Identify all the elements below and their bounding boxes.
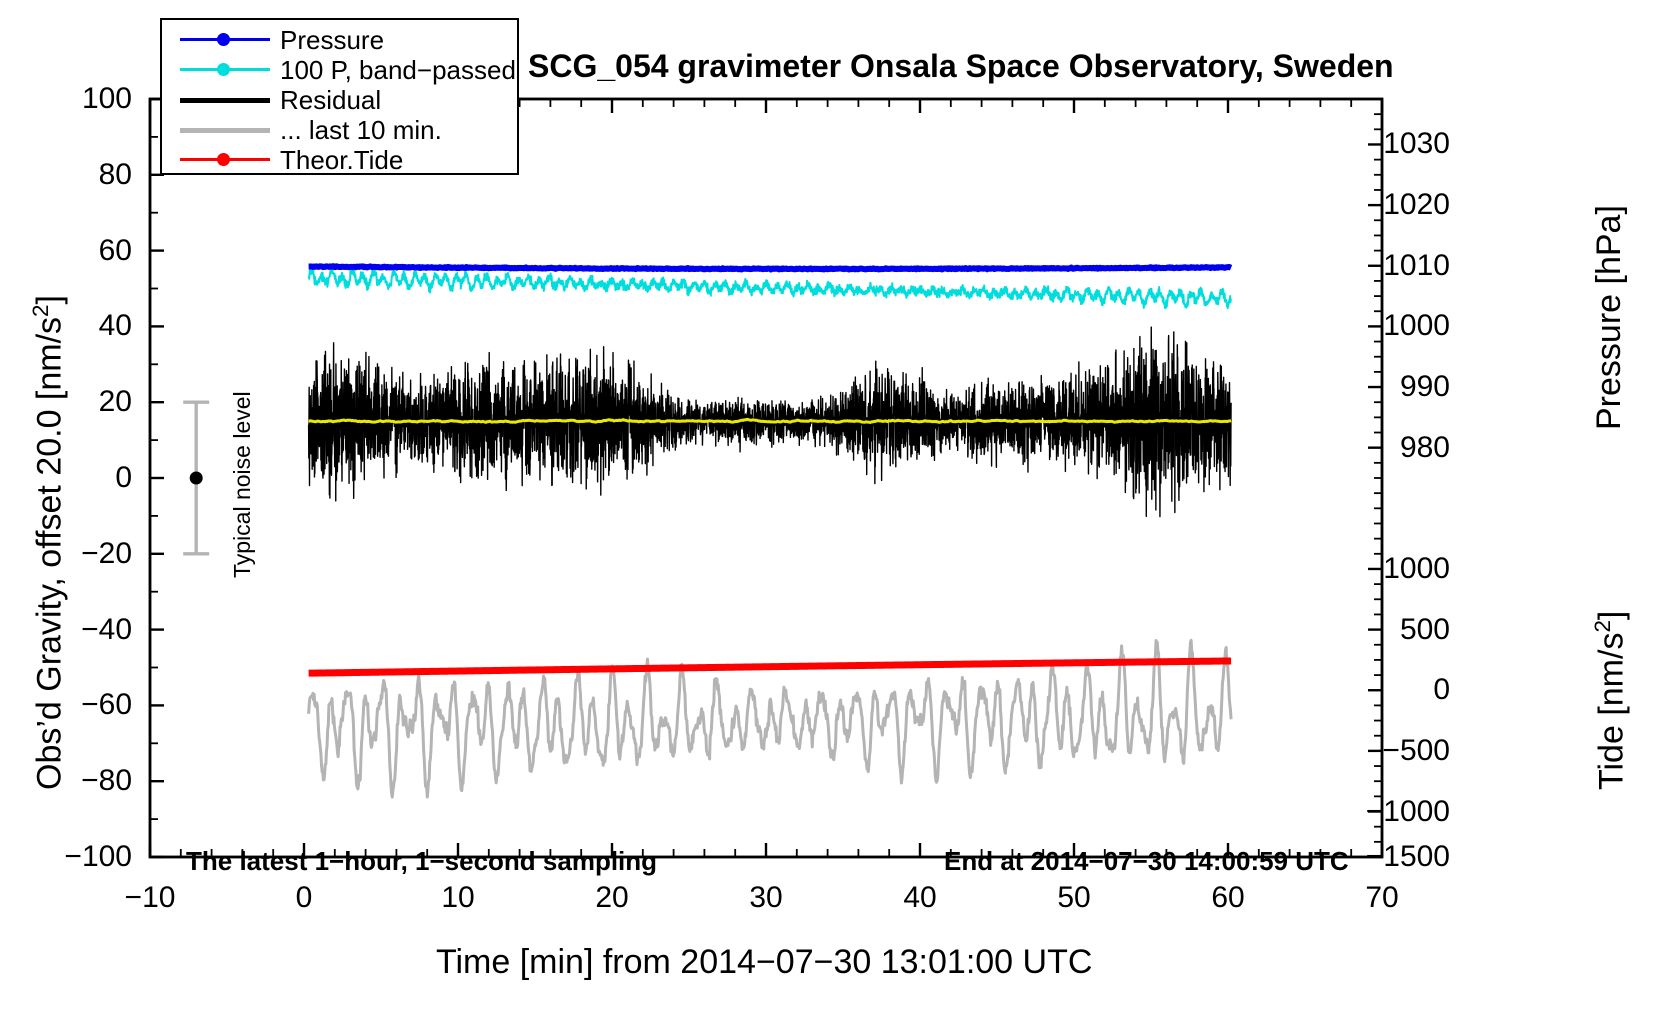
y-tick-label-left: 0 [115, 461, 132, 494]
legend-marker-dot [217, 63, 230, 76]
page-title: SCG_054 gravimeter Onsala Space Observat… [528, 48, 1394, 84]
y-tick-label-tide: −500 [1382, 733, 1450, 767]
annotation-sampling: The latest 1−hour, 1−second sampling [186, 846, 658, 876]
y-tick-label-left: −60 [81, 688, 132, 722]
y-tick-label-pressure: 1030 [1383, 127, 1450, 161]
y-tick-label-left: −20 [81, 536, 132, 570]
y-tick-label-pressure: 1020 [1383, 188, 1450, 222]
x-tick-label: 70 [1365, 881, 1399, 914]
legend-marker-dot [217, 33, 230, 46]
y-axis-left-title: Obs’d Gravity, offset 20.0 [nm/s2] [28, 295, 69, 790]
noise-level-label: Typical noise level [229, 391, 255, 578]
y-tick-label-left: 100 [81, 82, 132, 115]
y-tick-label-tide: 1000 [1383, 551, 1450, 585]
legend-line-swatch [180, 98, 270, 103]
legend-marker-dot [217, 153, 230, 166]
y-axis-pressure-title: Pressure [hPa] [1590, 205, 1628, 430]
legend-item[interactable]: ... last 10 min. [162, 114, 517, 144]
y-tick-label-tide: 0 [1433, 673, 1450, 707]
series-band-passed-pressure [307, 266, 1232, 310]
y-tick-label-tide: 500 [1399, 612, 1450, 646]
y-tick-label-left: −80 [81, 764, 132, 798]
x-tick-label: 40 [903, 881, 937, 914]
legend-item-label: ... last 10 min. [280, 115, 442, 145]
series-residual-smoothed [308, 417, 1232, 424]
y-tick-label-pressure: 1010 [1383, 248, 1450, 282]
y-tick-label-pressure: 990 [1399, 370, 1450, 404]
y-axis-tide-title: Tide [nm/s2] [1590, 610, 1631, 790]
series-pressure [306, 263, 1234, 273]
legend-item-label: Pressure [280, 25, 385, 55]
legend: Pressure 100 P, band−passed Residual... la… [160, 18, 519, 175]
x-tick-label: 30 [749, 881, 783, 914]
legend-item-label: Residual [280, 85, 382, 115]
y-tick-label-tide: −1500 [1365, 840, 1450, 873]
y-tick-label-pressure: 980 [1399, 430, 1450, 464]
legend-item[interactable]: Pressure [162, 24, 517, 54]
y-tick-label-left: 80 [98, 157, 132, 191]
legend-item[interactable]: Theor.Tide [162, 144, 517, 174]
y-tick-label-pressure: 1000 [1383, 309, 1450, 343]
annotation-end-time: End at 2014−07−30 14:00:59 UTC [944, 846, 1349, 876]
x-tick-label: 50 [1057, 881, 1091, 914]
y-tick-label-left: 40 [98, 309, 132, 343]
legend-item-label: Theor.Tide [280, 145, 404, 175]
y-tick-label-left: 20 [98, 385, 132, 419]
x-tick-label: 0 [295, 881, 313, 914]
y-tick-label-left: 60 [98, 233, 132, 267]
x-tick-label: −10 [124, 881, 176, 914]
y-tick-label-tide: −1000 [1365, 794, 1450, 828]
y-tick-label-left: −40 [81, 612, 132, 646]
x-tick-label: 20 [595, 881, 629, 914]
legend-item[interactable]: Residual [162, 84, 517, 114]
x-tick-label: 60 [1211, 881, 1245, 914]
legend-item[interactable]: 100 P, band−passed [162, 54, 517, 84]
series-residual [307, 326, 1232, 518]
axes-frame-overlay [148, 97, 1384, 859]
noise-bar-center-dot [189, 471, 203, 485]
x-axis-title: Time [min] from 2014−07−30 13:01:00 UTC [436, 943, 1093, 981]
y-tick-label-left: −100 [64, 840, 132, 873]
x-tick-label: 10 [441, 881, 475, 914]
series-last-10-min [307, 638, 1233, 799]
legend-line-swatch [180, 128, 270, 133]
legend-item-label: 100 P, band−passed [280, 55, 516, 85]
series-theor-tide [307, 657, 1233, 677]
